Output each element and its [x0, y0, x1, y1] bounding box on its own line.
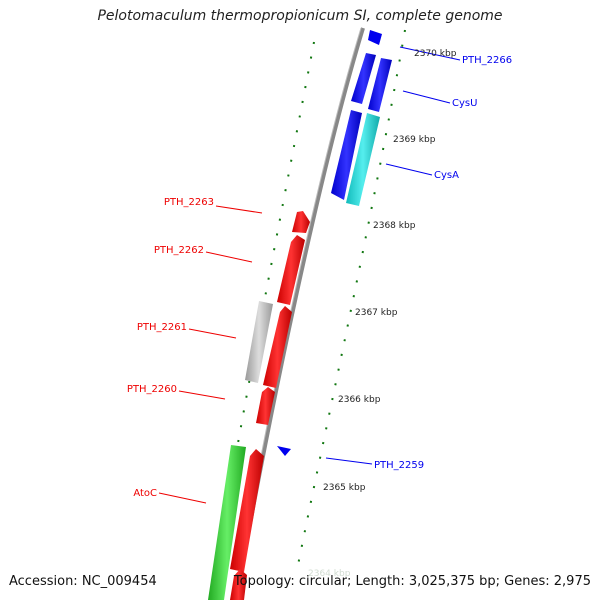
leader-pth2261 — [188, 328, 237, 339]
scale-label: 2366 kbp — [338, 395, 381, 405]
leader-cysu — [402, 90, 451, 104]
scale-label: 2365 kbp — [323, 483, 366, 493]
scale-label: 2367 kbp — [355, 308, 398, 318]
scale-label: 2368 kbp — [373, 221, 416, 231]
gene-arrow-atoc-red[interactable] — [230, 449, 264, 572]
genome-summary: Topology: circular; Length: 3,025,375 bp… — [233, 574, 591, 589]
leader-pth2262 — [205, 251, 253, 263]
leader-cysa — [385, 163, 433, 176]
map-title: Pelotomaculum thermopropionicum SI, comp… — [97, 8, 503, 24]
gene-arrow-pth2261[interactable] — [245, 301, 273, 383]
gene-arrow-cysu-1[interactable] — [351, 53, 376, 104]
gene-label-pth2259[interactable]: PTH_2259 — [374, 460, 424, 471]
gene-label-cysu[interactable]: CysU — [452, 98, 477, 109]
gene-arrow-red-bottom[interactable] — [230, 569, 247, 600]
gene-arrow-pth2259[interactable] — [277, 446, 291, 456]
accession-text: Accession: NC_009454 — [9, 574, 157, 589]
gene-arrow-cysa-1[interactable] — [331, 110, 362, 200]
gene-label-pth2260[interactable]: PTH_2260 — [127, 384, 177, 395]
leader-pth2259 — [325, 457, 373, 465]
gene-arrow-cysu-2[interactable] — [368, 58, 392, 112]
scale-label: 2364 kbp — [308, 569, 351, 579]
gene-label-atoc[interactable]: AtoC — [133, 488, 157, 499]
gene-label-pth2262[interactable]: PTH_2262 — [154, 245, 204, 256]
gene-arrow-pth2266[interactable] — [368, 30, 382, 45]
leader-pth2266 — [399, 46, 461, 61]
genome-backbone — [234, 27, 365, 600]
gene-arrow-pth2262[interactable] — [277, 235, 305, 305]
leader-atoc — [158, 492, 207, 504]
gene-label-pth2266[interactable]: PTH_2266 — [462, 55, 512, 66]
gene-label-pth2263[interactable]: PTH_2263 — [164, 197, 214, 208]
gene-arrow-pth2260[interactable] — [256, 387, 275, 425]
gene-arrow-cysa-2[interactable] — [346, 113, 380, 206]
scale-label: 2369 kbp — [393, 135, 436, 145]
scale-label: 2370 kbp — [414, 49, 457, 59]
gene-arrow-pth2261b[interactable] — [263, 306, 292, 388]
gene-arrow-pth2263[interactable] — [292, 211, 310, 233]
leader-pth2260 — [178, 390, 226, 400]
leader-pth2263 — [215, 205, 263, 214]
gene-arrow-atoc-green[interactable] — [208, 445, 246, 600]
gene-label-pth2261[interactable]: PTH_2261 — [137, 322, 187, 333]
gene-label-cysa[interactable]: CysA — [434, 170, 459, 181]
